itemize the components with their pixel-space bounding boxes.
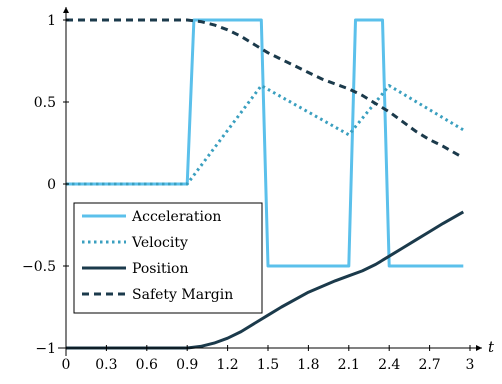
plot-lines [66,18,465,350]
x-tick-label: 2.1 [338,357,360,373]
y-tick-label: −1 [35,341,56,357]
series-line-2 [66,84,465,186]
legend-label: Position [132,261,189,277]
series-line-3 [66,210,465,350]
legend-label: Acceleration [131,209,221,225]
y-axis-arrow [63,7,69,13]
legend: Acceleration Velocity Position Safety Margi… [73,202,263,314]
x-tick-label: 2.4 [378,357,400,373]
y-ticks: −1 −0.5 0 0.5 1 [22,13,69,357]
x-tick-label: 1.2 [216,357,238,373]
legend-label: Safety Margin [132,287,233,303]
x-tick-label: 1.8 [297,357,319,373]
axes [58,7,482,356]
y-tick-label: −0.5 [22,259,56,275]
y-tick-label: 0 [47,177,56,193]
x-tick-label: 1.5 [257,357,279,373]
y-tick-label: 1 [47,13,56,29]
series-line-1 [66,18,464,268]
x-tick-label: 0.3 [95,357,117,373]
legend-label: Velocity [131,235,188,251]
x-ticks: 0 0.3 0.6 0.9 1.2 1.5 1.8 2.1 2.4 2.7 3 [62,345,475,373]
x-tick-label: 0 [62,357,71,373]
y-tick-label: 0.5 [34,95,56,111]
legend-box [73,202,263,314]
x-tick-label: 0.9 [176,357,198,373]
x-tick-label: 0.6 [136,357,158,373]
x-axis-label: t [488,338,495,356]
x-tick-label: 3 [466,357,475,373]
x-tick-label: 2.7 [418,357,440,373]
x-axis-arrow [476,345,482,351]
